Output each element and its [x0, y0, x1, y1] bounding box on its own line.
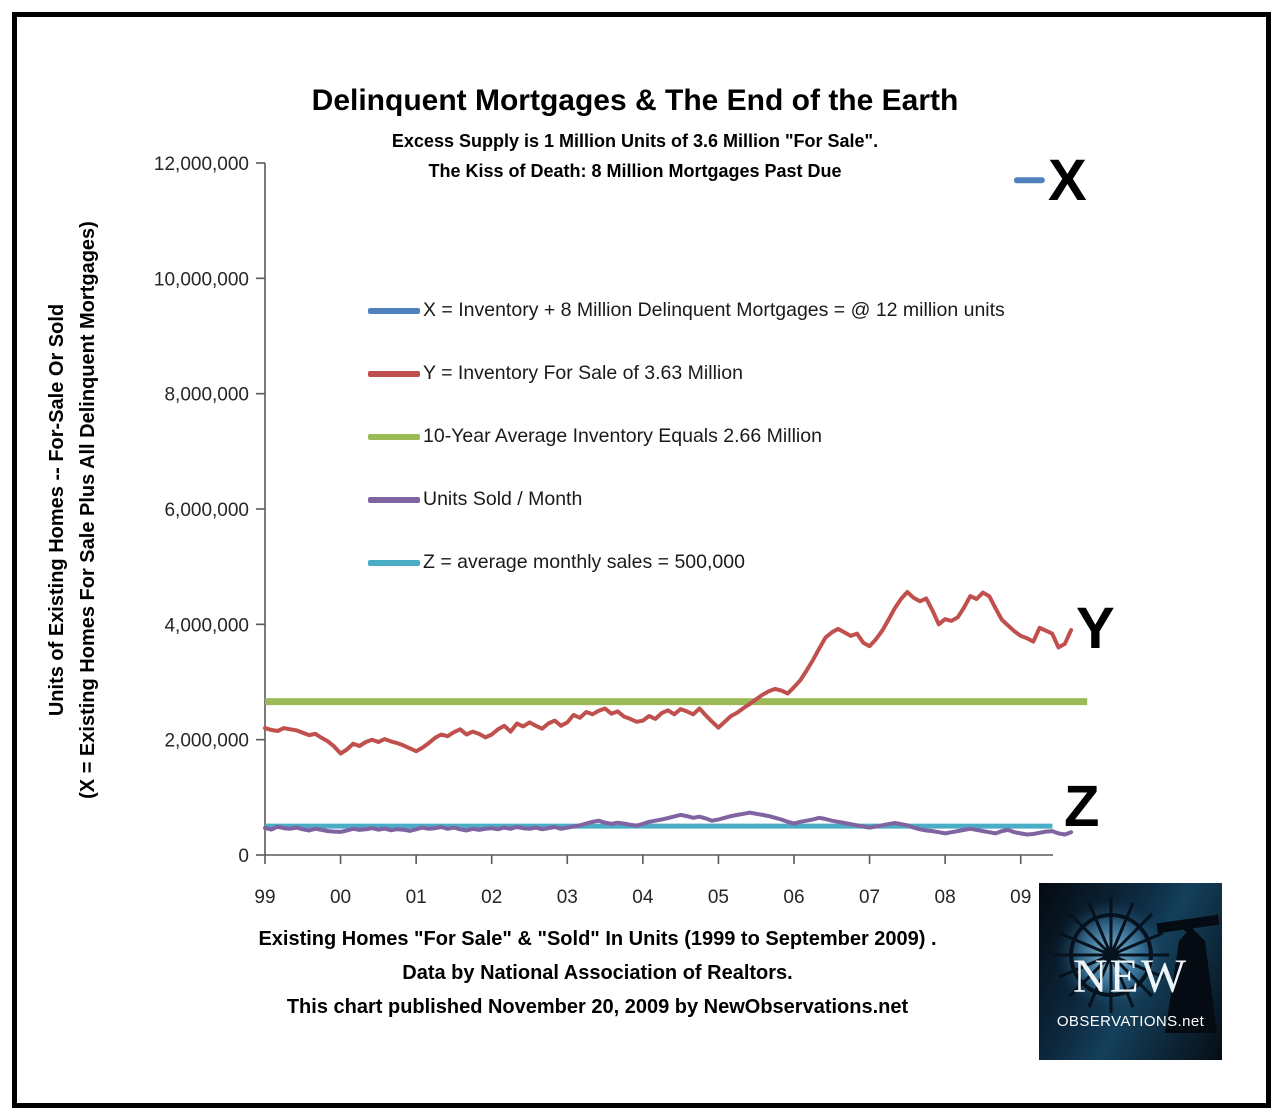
chart-legend: X = Inventory + 8 Million Delinquent Mor… [368, 279, 1005, 594]
logo-wordmark-new: NEW [1072, 950, 1189, 1003]
legend-item-x: X = Inventory + 8 Million Delinquent Mor… [368, 279, 1005, 342]
y-tick-label: 2,000,000 [164, 731, 249, 752]
annotation-letter-y: Y [1076, 596, 1115, 661]
legend-item-units-sold: Units Sold / Month [368, 468, 1005, 531]
y-tick-label: 8,000,000 [164, 385, 249, 406]
x-tick-label: 00 [330, 887, 351, 908]
legend-swatch-y-icon [368, 370, 420, 377]
legend-label-z: Z = average monthly sales = 500,000 [423, 551, 745, 573]
x-tick-label: 05 [708, 887, 729, 908]
annotation-letter-z: Z [1064, 774, 1100, 839]
chart-footnotes: Existing Homes "For Sale" & "Sold" In Un… [130, 922, 1065, 1024]
chart-title: Delinquent Mortgages & The End of the Ea… [311, 84, 959, 117]
series-line-3 [263, 810, 1074, 837]
series-line-1 [263, 590, 1074, 756]
y-tick-label: 12,000,000 [154, 154, 249, 175]
legend-label-average: 10-Year Average Inventory Equals 2.66 Mi… [423, 425, 822, 447]
y-tick-label: 4,000,000 [164, 615, 249, 636]
legend-item-average: 10-Year Average Inventory Equals 2.66 Mi… [368, 405, 1005, 468]
legend-label-units-sold: Units Sold / Month [423, 488, 583, 510]
y-axis-title-line2: (X = Existing Homes For Sale Plus All De… [77, 221, 99, 799]
legend-swatch-z-icon [368, 559, 420, 566]
y-tick-label: 10,000,000 [154, 269, 249, 290]
legend-item-z: Z = average monthly sales = 500,000 [368, 531, 1005, 594]
x-tick-label: 07 [859, 887, 880, 908]
chart-subtitle-line1: Excess Supply is 1 Million Units of 3.6 … [391, 131, 879, 151]
x-tick-label: 99 [254, 887, 275, 908]
x-tick-label: 01 [406, 887, 427, 908]
legend-item-y: Y = Inventory For Sale of 3.63 Million [368, 342, 1005, 405]
x-tick-label: 09 [1010, 887, 1031, 908]
legend-label-x: X = Inventory + 8 Million Delinquent Mor… [423, 299, 1005, 321]
legend-swatch-average-icon [368, 433, 420, 440]
y-axis-title: Units of Existing Homes -- For-Sale Or S… [42, 130, 108, 890]
y-tick-label: 0 [238, 846, 249, 867]
y-tick-label: 6,000,000 [164, 500, 249, 521]
x-tick-label: 03 [557, 887, 578, 908]
chart-subtitle-line2: The Kiss of Death: 8 Million Mortgages P… [428, 161, 842, 181]
legend-label-y: Y = Inventory For Sale of 3.63 Million [423, 362, 743, 384]
page-border [12, 12, 1271, 1108]
x-tick-label: 06 [783, 887, 804, 908]
logo-wordmark-observations: OBSERVATIONS.net [1056, 1013, 1205, 1030]
x-tick-label: 08 [935, 887, 956, 908]
logo-art-icon [1053, 897, 1220, 1033]
legend-swatch-x-icon [368, 307, 420, 314]
legend-swatch-units-sold-icon [368, 496, 420, 503]
footnote-line1: Existing Homes "For Sale" & "Sold" In Un… [258, 928, 937, 950]
y-axis-title-line1: Units of Existing Homes -- For-Sale Or S… [46, 303, 68, 717]
annotation-letter-x: X [1048, 148, 1087, 213]
footnote-line2: Data by National Association of Realtors… [402, 962, 793, 984]
x-tick-label: 04 [632, 887, 654, 908]
newobservations-logo: NEW OBSERVATIONS.net [1039, 883, 1222, 1060]
footnote-line3: This chart published November 20, 2009 b… [286, 996, 909, 1018]
x-tick-label: 02 [481, 887, 502, 908]
